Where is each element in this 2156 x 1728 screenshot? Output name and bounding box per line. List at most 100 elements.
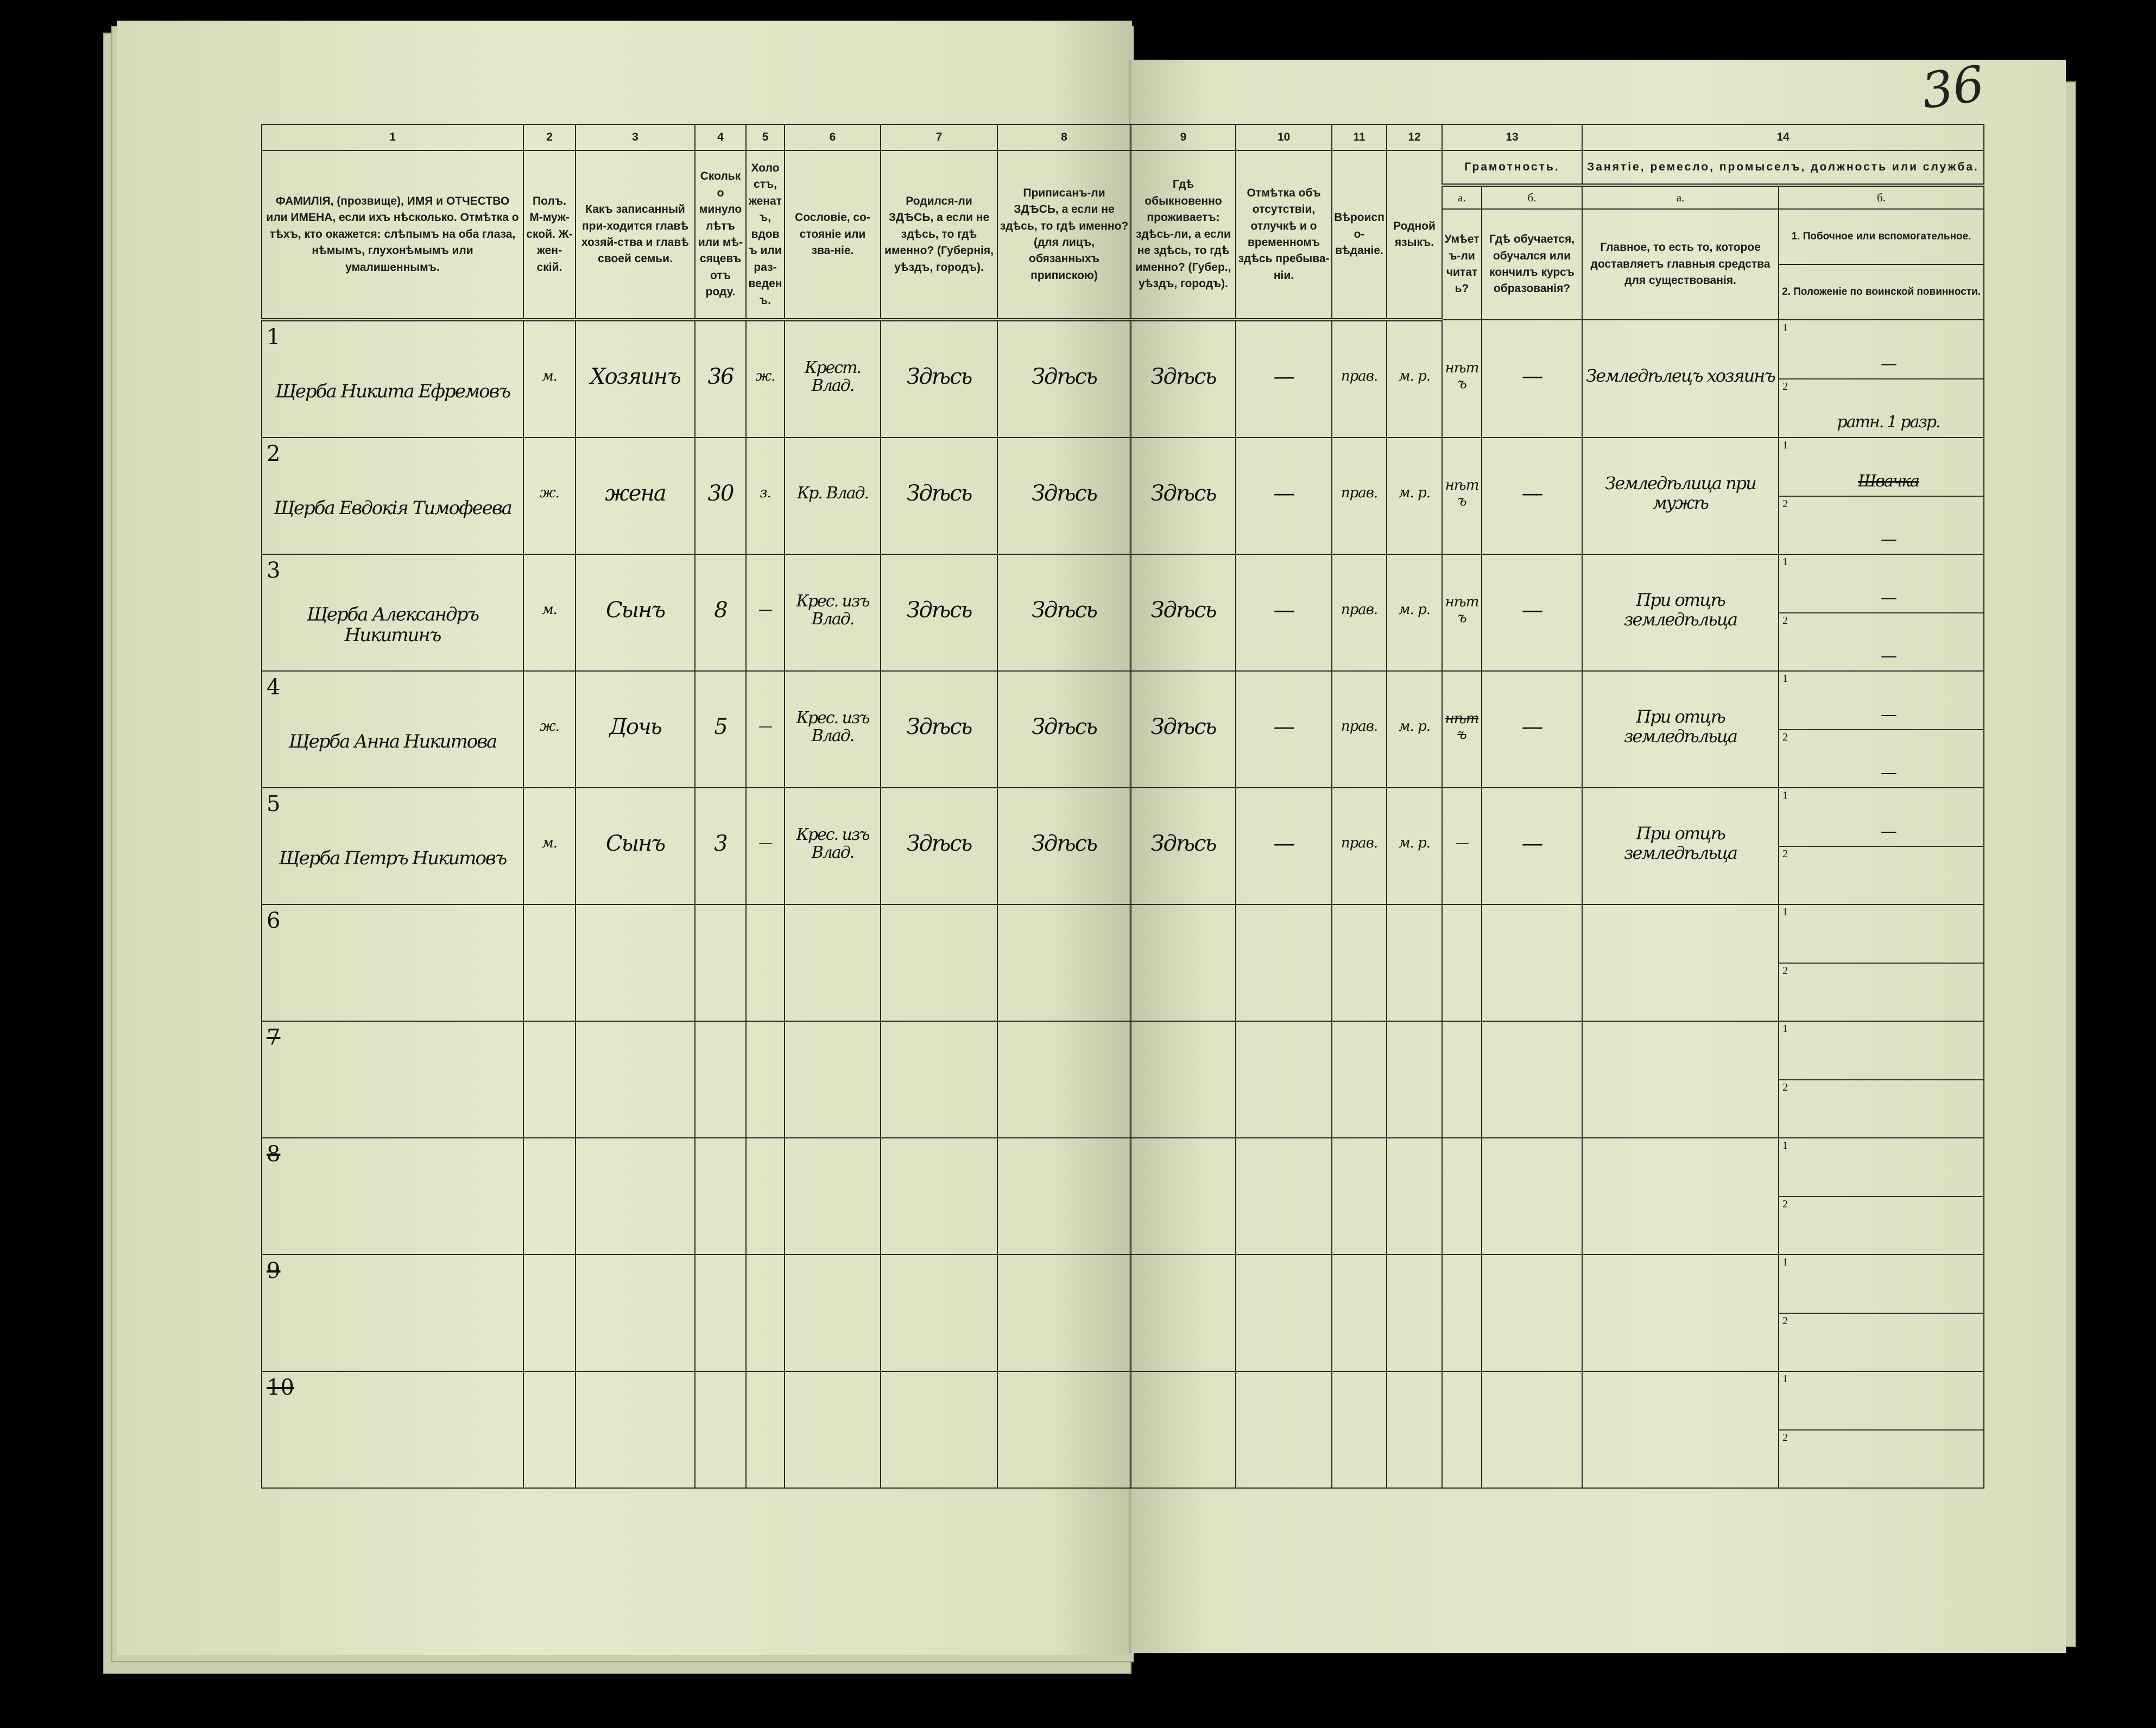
- cell-age: [694, 904, 747, 1022]
- subrow-secondary: 1—: [1780, 321, 1983, 379]
- cell-name: 2 Щерба Евдокія Тимофеева: [261, 437, 524, 555]
- row-number: 5: [267, 792, 281, 816]
- row-number: 7: [267, 1025, 281, 1050]
- cell-sex: [523, 1137, 576, 1255]
- cell-marital: —: [745, 787, 785, 905]
- subcolumn-label: б.: [1481, 185, 1583, 210]
- cell-reads: нѣтъ: [1441, 437, 1482, 555]
- cell-relation: [575, 904, 696, 1022]
- handwritten-religion: прав.: [1341, 368, 1378, 385]
- row-number: 3: [267, 558, 281, 583]
- cell-language: [1386, 1021, 1443, 1138]
- cell-marital: [745, 1254, 785, 1372]
- subrow-secondary: 1: [1780, 1372, 1983, 1430]
- handwritten-sex: м.: [542, 835, 558, 852]
- cell-occupation: [1582, 1254, 1780, 1372]
- subrow-label: 1: [1782, 789, 1788, 801]
- handwritten-estate: Крес. изъ Влад.: [796, 825, 870, 862]
- cell-marital: [745, 904, 785, 1022]
- cell-occupation: [1582, 904, 1780, 1022]
- cell-secondary-and-military: 1—2—: [1778, 670, 1985, 788]
- handwritten-reads: нѣтъ: [1445, 477, 1480, 509]
- cell-residence: [1130, 904, 1236, 1022]
- cell-estate: [784, 904, 881, 1022]
- cell-sex: м.: [523, 319, 576, 438]
- handwritten-name: Щерба Анна Никитова: [288, 730, 498, 752]
- column-number: 1: [261, 124, 524, 151]
- handwritten-absence: —: [1273, 480, 1295, 506]
- cell-sex: м.: [523, 787, 576, 905]
- handwritten-born: Здѣсь: [906, 597, 973, 623]
- cell-age: 30: [694, 437, 747, 555]
- cell-reads: нѣтъ: [1441, 670, 1482, 788]
- column-header-10: Отмѣтка объ отсутствіи, отлучкѣ и о врем…: [1235, 150, 1332, 321]
- handwritten-absence: —: [1273, 597, 1295, 623]
- handwritten-military: [1887, 898, 1890, 903]
- cell-religion: [1331, 904, 1387, 1022]
- handwritten-marital: з.: [760, 485, 771, 502]
- cell-reads: [1441, 1021, 1482, 1138]
- column-header-8: Приписанъ-ли ЗДѢСЬ, а если не здѣсь, то …: [997, 150, 1131, 321]
- handwritten-schooling: —: [1521, 480, 1544, 506]
- handwritten-residence: Здѣсь: [1150, 831, 1217, 856]
- subrow-label: 1: [1782, 1373, 1788, 1385]
- handwritten-absence: —: [1273, 364, 1295, 389]
- column-number: 5: [745, 124, 785, 151]
- column-number: 6: [784, 124, 881, 151]
- subrow-military: 2—: [1780, 497, 1983, 554]
- column-number: 13: [1441, 124, 1583, 151]
- row-number: 9: [267, 1258, 281, 1283]
- subrow-label: 1: [1782, 1023, 1788, 1035]
- military-status-label: 2. Положеніе по воинской повинности.: [1782, 286, 1981, 298]
- cell-marital: —: [745, 670, 785, 788]
- cell-residence: [1130, 1021, 1236, 1138]
- cell-reads: [1441, 1137, 1482, 1255]
- handwritten-reads: нѣтъ: [1445, 359, 1480, 392]
- column-header-1: ФАМИЛІЯ, (прозвище), ИМЯ и ОТЧЕСТВО или …: [261, 150, 524, 321]
- handwritten-secondary: —: [1881, 588, 1897, 607]
- cell-marital: [745, 1021, 785, 1138]
- cell-religion: [1331, 1021, 1387, 1138]
- handwritten-schooling: —: [1521, 597, 1544, 623]
- cell-relation: Сынъ: [575, 787, 696, 905]
- handwritten-absence: —: [1273, 831, 1295, 856]
- cell-religion: [1331, 1137, 1387, 1255]
- cell-absence: —: [1235, 437, 1332, 555]
- cell-estate: Крес. изъ Влад.: [784, 787, 881, 905]
- cell-schooling: [1481, 1254, 1583, 1372]
- cell-born: Здѣсь: [880, 670, 998, 788]
- handwritten-military: —: [1881, 647, 1897, 666]
- cell-absence: [1235, 1254, 1332, 1372]
- cell-born: [880, 904, 998, 1022]
- cell-estate: [784, 1254, 881, 1372]
- cell-religion: [1331, 1371, 1387, 1489]
- table-row: 3 Щерба Александръ Никитинъ м. Сынъ 8 — Крес. …: [261, 554, 1985, 672]
- cell-born: [880, 1371, 998, 1489]
- handwritten-religion: прав.: [1341, 485, 1378, 502]
- subrow-label: 1: [1782, 906, 1788, 918]
- cell-relation: [575, 1021, 696, 1138]
- handwritten-secondary: —: [1881, 821, 1897, 841]
- cell-name: 8: [261, 1137, 524, 1255]
- subrow-military: 2: [1780, 1080, 1983, 1137]
- cell-residence: Здѣсь: [1130, 554, 1236, 672]
- cell-language: м. р.: [1386, 437, 1443, 555]
- handwritten-sheet-number: 36: [1918, 55, 1988, 121]
- subrow-secondary: 1: [1780, 1022, 1983, 1080]
- subrow-secondary: 1—: [1780, 672, 1983, 730]
- subrow-label: 2: [1782, 1198, 1788, 1210]
- cell-name: 1 Щерба Никита Ефремовъ: [261, 319, 524, 438]
- cell-estate: Крес. изъ Влад.: [784, 554, 881, 672]
- handwritten-registered: Здѣсь: [1032, 714, 1098, 739]
- cell-language: [1386, 1371, 1443, 1489]
- row-number: 1: [267, 325, 281, 350]
- column-number: 4: [694, 124, 747, 151]
- subrow-label: 1: [1782, 322, 1788, 334]
- cell-age: 3: [694, 787, 747, 905]
- handwritten-marital: —: [758, 602, 773, 618]
